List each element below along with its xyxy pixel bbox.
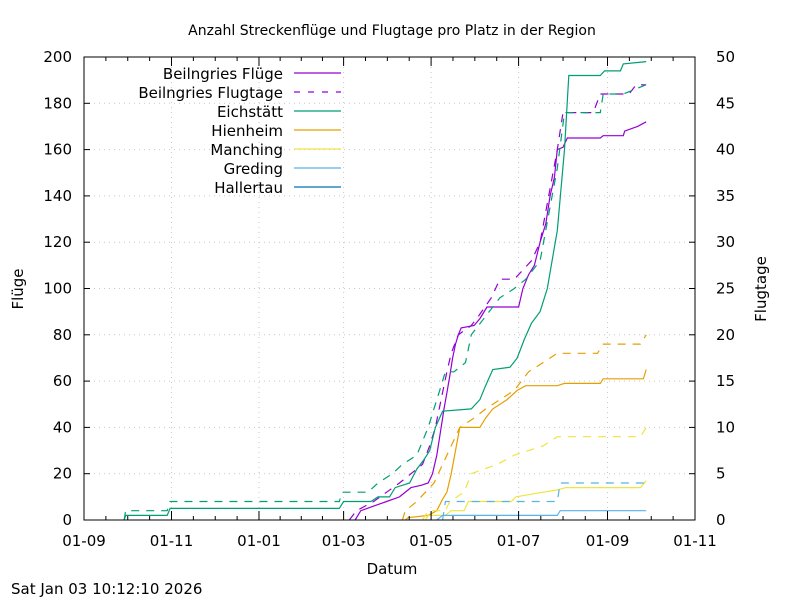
y2-axis-label: Flugtage — [752, 256, 770, 322]
series-greding — [436, 510, 647, 521]
legend-label: Greding — [224, 160, 283, 178]
y-tick-label: 80 — [53, 326, 72, 344]
x-axis-label: Datum — [367, 560, 418, 578]
y2-tick-label: 40 — [716, 141, 735, 159]
legend-label: Hallertau — [214, 179, 283, 197]
x-tick-label: 01-07 — [497, 532, 541, 550]
y2-tick-label: 30 — [716, 233, 735, 251]
chart-title: Anzahl Streckenflüge und Flugtage pro Pl… — [188, 23, 596, 39]
timestamp: Sat Jan 03 10:12:10 2026 — [11, 580, 203, 598]
y-tick-label: 20 — [53, 465, 72, 483]
y2-tick-label: 45 — [716, 94, 735, 112]
y2-tick-label: 5 — [716, 465, 726, 483]
y2-tick-label: 15 — [716, 372, 735, 390]
y-tick-label: 200 — [43, 48, 72, 66]
x-tick-label: 01-01 — [237, 532, 281, 550]
x-tick-label: 01-09 — [62, 532, 106, 550]
series-greding-flugtage — [442, 482, 647, 521]
y2-tick-label: 25 — [716, 280, 735, 298]
x-tick-label: 01-03 — [322, 532, 366, 550]
y2-tick-label: 10 — [716, 418, 735, 436]
y-tick-label: 0 — [62, 511, 72, 529]
y-tick-label: 180 — [43, 94, 72, 112]
series-eichstätt-flugtage — [123, 84, 647, 521]
x-tick-label: 01-11 — [673, 532, 717, 550]
y2-tick-label: 0 — [716, 511, 726, 529]
series-beilngries-flüge — [354, 121, 647, 521]
ticks: 0 20 40 60 80 100 120 140 160 180 200 0 5 10 15 20 25 30 3… — [43, 48, 735, 550]
y-tick-label: 100 — [43, 280, 72, 298]
legend-label: Beilngries Flugtage — [138, 84, 283, 102]
legend-label: Manching — [210, 141, 283, 159]
grid — [84, 57, 695, 520]
legend-label: Beilngries Flüge — [163, 65, 283, 83]
x-tick-label: 01-11 — [150, 532, 194, 550]
y-tick-label: 160 — [43, 141, 72, 159]
series-manching — [424, 480, 647, 521]
legend-label: Eichstätt — [217, 103, 283, 121]
y2-tick-label: 20 — [716, 326, 735, 344]
y-axis-label: Flüge — [9, 268, 27, 309]
series-hienheim — [404, 369, 647, 521]
y-tick-label: 60 — [53, 372, 72, 390]
series-eichstätt — [123, 61, 647, 521]
x-tick-label: 01-09 — [586, 532, 630, 550]
y-tick-label: 120 — [43, 233, 72, 251]
y-tick-label: 40 — [53, 418, 72, 436]
legend-label: Hienheim — [211, 122, 283, 140]
series-beilngries-flugtage — [348, 84, 647, 521]
y2-tick-label: 35 — [716, 187, 735, 205]
series-manching-flugtage — [421, 427, 647, 521]
y-tick-label: 140 — [43, 187, 72, 205]
series-hienheim-flugtage — [401, 334, 647, 521]
series-layer — [123, 61, 647, 521]
x-tick-label: 01-05 — [409, 532, 453, 550]
y2-tick-label: 50 — [716, 48, 735, 66]
